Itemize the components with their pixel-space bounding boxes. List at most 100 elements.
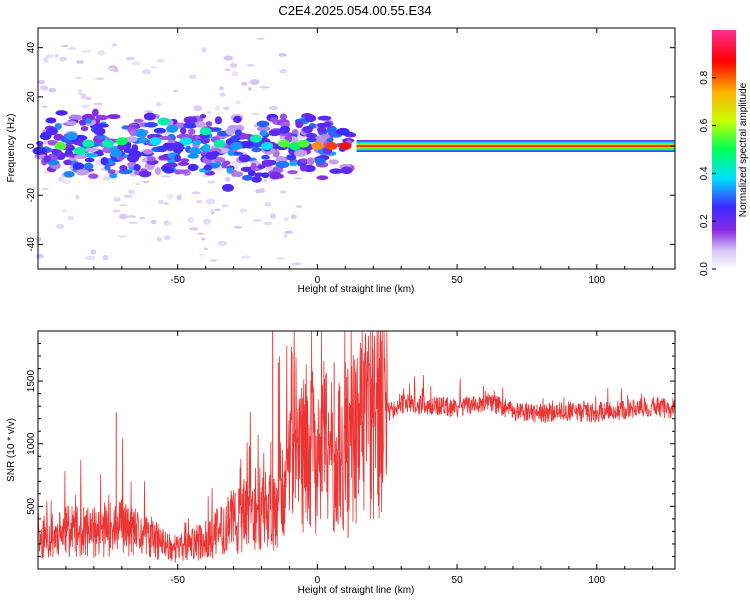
spectrogram-blob (217, 130, 228, 137)
spectrogram-blob (36, 141, 44, 146)
spectrogram-y-tick-label: -40 (26, 237, 37, 252)
spectrogram-speckle (268, 105, 279, 110)
spectrogram-blob (138, 170, 152, 178)
spectrogram-blob (63, 159, 72, 166)
spectrogram-blob (256, 120, 270, 128)
spectrogram-blob (328, 159, 340, 165)
spectrogram-blob (275, 156, 288, 163)
spectrogram-cluster (101, 139, 114, 148)
spectrogram-blob (144, 121, 158, 128)
spectrogram-blob (306, 157, 315, 166)
spectrogram-speckle (229, 63, 238, 68)
spectrogram-blob (104, 164, 111, 171)
spectrogram-speckle (189, 227, 199, 231)
spectrogram-cluster (82, 139, 95, 148)
spectrogram-blob (336, 127, 350, 136)
spectrogram-blob (100, 157, 108, 166)
spectrogram-cluster (166, 124, 179, 133)
spectrogram-blob (88, 173, 99, 179)
colorbar-tick-label: 0.2 (699, 214, 710, 228)
spectrogram-speckle (67, 47, 77, 50)
snr-y-tick-label: 1500 (26, 370, 37, 393)
spectrogram-speckle (251, 112, 261, 116)
colorbar-gradient (712, 30, 736, 269)
spectrogram-blob (174, 154, 182, 163)
spectrogram-speckle (225, 176, 231, 182)
spectrogram-cluster (238, 154, 251, 163)
spectrogram-cluster (171, 142, 184, 151)
spectrogram-speckle (138, 216, 146, 220)
spectrogram-speckle (111, 209, 121, 213)
spectrogram-speckle (43, 170, 49, 174)
spectrogram-speckle (75, 76, 82, 79)
spectrogram-blob (83, 162, 94, 170)
spectrogram-blob (55, 110, 68, 116)
spectrogram-speckle (97, 50, 106, 56)
spectrogram-blob (180, 127, 187, 135)
spectrogram-blob (158, 135, 172, 141)
spectrogram-speckle (150, 66, 158, 69)
spectrogram-speckle (231, 71, 239, 77)
spectrogram-blob (230, 135, 241, 142)
spectrogram-blob (133, 118, 144, 123)
colorbar: 0.0 0.2 0.4 0.6 0.8 Normalized spectral ampl… (699, 30, 749, 276)
spectrogram-blob (259, 130, 268, 137)
spectrogram-speckle (249, 79, 260, 85)
snr-y-tick-label: 500 (26, 498, 37, 515)
spectrogram-cluster (126, 154, 139, 163)
spectrogram-speckle (123, 194, 133, 198)
spectrogram-speckle (56, 223, 65, 230)
spectrogram-panel: -50 0 50 100 -40 -20 0 20 40 Height of straight … (6, 27, 676, 295)
spectrogram-speckle (224, 68, 231, 72)
spectrogram-blob (205, 121, 213, 127)
spectrogram-blob (299, 164, 307, 172)
spectrogram-cluster (54, 142, 67, 151)
spectrogram-speckle (93, 102, 103, 106)
spectrogram-blob (43, 155, 52, 163)
spectrogram-blob (177, 161, 190, 166)
spectrogram-x-tick-label: 50 (452, 275, 464, 286)
spectrogram-blob (96, 114, 109, 121)
snr-marks (37, 330, 676, 563)
spectrogram-speckle (283, 217, 289, 222)
spectrogram-blob (133, 164, 141, 172)
spectrogram-speckle (118, 235, 127, 238)
spectrogram-speckle (94, 77, 105, 81)
spectrogram-cluster (110, 149, 123, 158)
snr-x-label: Height of straight line (km) (298, 585, 415, 596)
spectrogram-speckle (233, 226, 243, 229)
spectrogram-cluster (93, 127, 106, 136)
spectrogram-speckle (141, 69, 152, 75)
spectrogram-speckle (75, 194, 80, 200)
spectrogram-speckle (125, 56, 135, 61)
spectrogram-blob (180, 158, 190, 163)
spectrogram-blob (80, 126, 89, 132)
spectrogram-speckle (207, 180, 216, 184)
spectrogram-speckle (102, 254, 109, 261)
spectrogram-speckle (279, 69, 288, 74)
spectrogram-speckle (142, 180, 151, 183)
spectrogram-x-label: Height of straight line (km) (298, 284, 415, 295)
spectrogram-blob (85, 118, 92, 124)
spectrogram-blob (95, 123, 109, 128)
spectrogram-speckle (201, 46, 207, 53)
spectrogram-speckle (80, 93, 87, 100)
spectrogram-blob (106, 114, 121, 120)
spectrogram-blob (279, 113, 288, 120)
spectrogram-blob (329, 168, 343, 174)
spectrogram-speckle (262, 179, 268, 182)
spectrogram-speckle (263, 221, 273, 226)
spectrogram-blob (317, 115, 332, 121)
spectrogram-blob (68, 114, 83, 121)
spectrogram-blob (261, 160, 274, 167)
spectrogram-cluster (65, 132, 78, 141)
spectrogram-blob (116, 143, 128, 151)
spectrogram-blob (305, 132, 317, 139)
spectrogram-blob (84, 147, 99, 153)
colorbar-tick-label: 0.6 (699, 118, 710, 132)
spectrogram-blob (92, 108, 99, 117)
spectrogram-speckle (191, 191, 201, 195)
spectrogram-blob (241, 174, 253, 181)
spectrogram-blob (164, 162, 178, 168)
spectrogram-speckle (278, 52, 287, 57)
